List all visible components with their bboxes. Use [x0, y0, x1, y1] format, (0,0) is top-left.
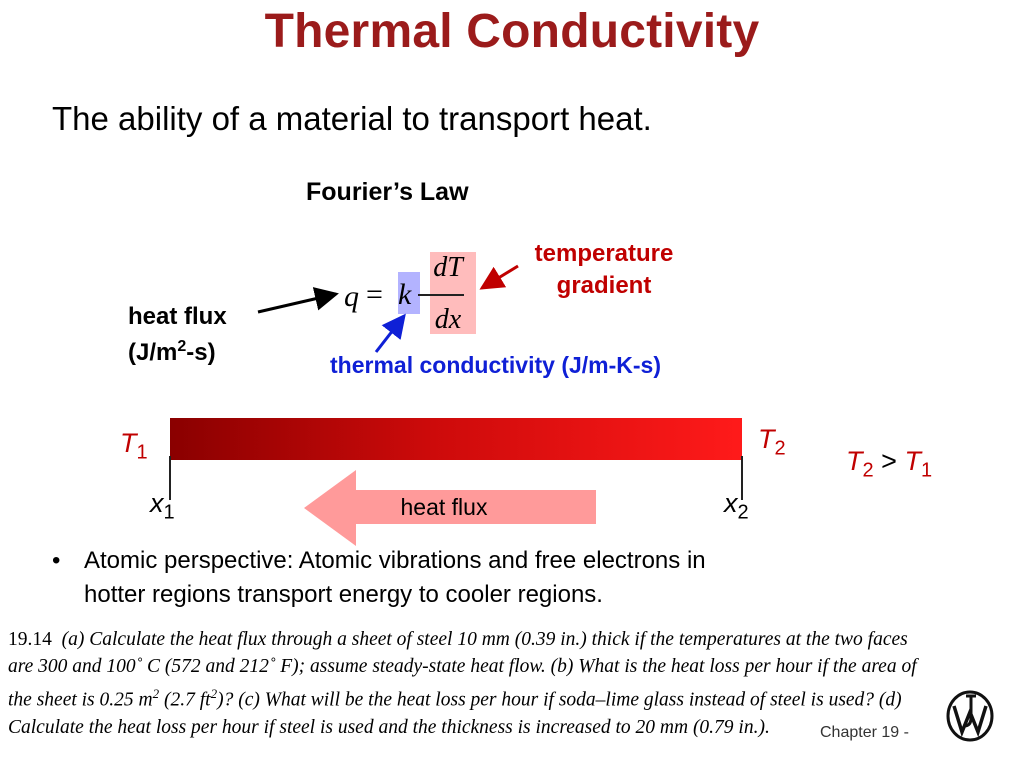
equation-numerator: dT — [433, 252, 463, 283]
relation-left-letter: T — [846, 446, 863, 476]
bullet-line2: hotter regions transport energy to coole… — [84, 581, 603, 608]
t2-label: T2 — [758, 424, 786, 460]
x2-sub: 2 — [737, 501, 749, 524]
problem-part1: (a) Calculate the heat flux through a sh… — [8, 629, 917, 711]
temperature-gradient-label: temperature gradient — [516, 238, 692, 302]
relation-operator: > — [881, 446, 897, 476]
gradient-pointer-arrow — [479, 264, 519, 290]
problem-part3: )? (c) What will be the heat loss per ho… — [8, 689, 902, 738]
t1-label: T1 — [120, 428, 148, 464]
t2-letter: T — [758, 424, 775, 454]
thermal-conductivity-label: thermal conductivity (J/m-K-s) — [330, 352, 661, 378]
slide-subtitle: The ability of a material to transport h… — [52, 100, 652, 137]
heat-flux-line1: heat flux — [128, 303, 227, 330]
bullet-line1: Atomic perspective: Atomic vibrations an… — [84, 547, 706, 574]
bullet-text: Atomic perspective: Atomic vibrations an… — [84, 544, 706, 612]
heat-flux-label: heat flux (J/m2-s) — [128, 302, 227, 368]
problem-statement: 19.14 (a) Calculate the heat flux throug… — [8, 626, 918, 741]
fouriers-law-heading: Fourier’s Law — [306, 178, 469, 206]
heat-flux-pointer-arrow — [257, 287, 339, 314]
t1-sub: 1 — [136, 441, 148, 464]
x1-letter: x — [150, 488, 164, 518]
x1-label: x1 — [150, 488, 175, 524]
heat-flux-units: (J/m2-s) — [128, 332, 227, 368]
heat-flux-units-prefix: (J/m — [128, 339, 178, 366]
temperature-bar — [170, 418, 742, 460]
gradient-highlight — [430, 252, 476, 334]
equation-denominator: dx — [434, 304, 462, 335]
left-tick — [169, 456, 171, 500]
x1-sub: 1 — [163, 501, 175, 524]
relation-right-sub: 1 — [920, 459, 933, 482]
x2-letter: x — [724, 488, 738, 518]
problem-sup1: 2 — [152, 686, 160, 701]
chapter-footer: Chapter 19 - — [820, 724, 909, 741]
wiley-logo-icon — [946, 690, 994, 742]
heat-flux-units-suffix: -s) — [186, 339, 216, 366]
temperature-gradient-line2: gradient — [556, 272, 652, 299]
right-tick — [741, 456, 743, 500]
relation-left-sub: 2 — [862, 459, 874, 482]
problem-sup2: 2 — [210, 686, 218, 701]
relation-right-letter: T — [904, 446, 921, 476]
equation-q: q — [344, 280, 359, 313]
fraction-bar — [418, 294, 464, 296]
t1-letter: T — [120, 428, 137, 458]
t2-sub: 2 — [774, 437, 786, 460]
problem-number: 19.14 — [8, 629, 52, 650]
slide-title: Thermal Conductivity — [264, 5, 760, 58]
relation-right: T1 — [904, 446, 932, 481]
bullet-symbol: • — [52, 547, 61, 574]
x2-label: x2 — [724, 488, 749, 524]
heat-flux-units-sup: 2 — [177, 338, 187, 355]
equation-k: k — [398, 278, 412, 311]
heat-flux-arrow — [304, 470, 596, 546]
heat-flux-arrow-label: heat flux — [400, 494, 488, 520]
temperature-gradient-line1: temperature — [534, 240, 674, 267]
equation-equals: = — [366, 278, 383, 311]
problem-part2: (2.7 ft — [159, 689, 211, 711]
conductivity-pointer-arrow — [374, 313, 406, 353]
temperature-relation: T2 > T1 — [846, 446, 932, 482]
k-highlight — [398, 272, 420, 314]
relation-left: T2 — [846, 446, 874, 481]
